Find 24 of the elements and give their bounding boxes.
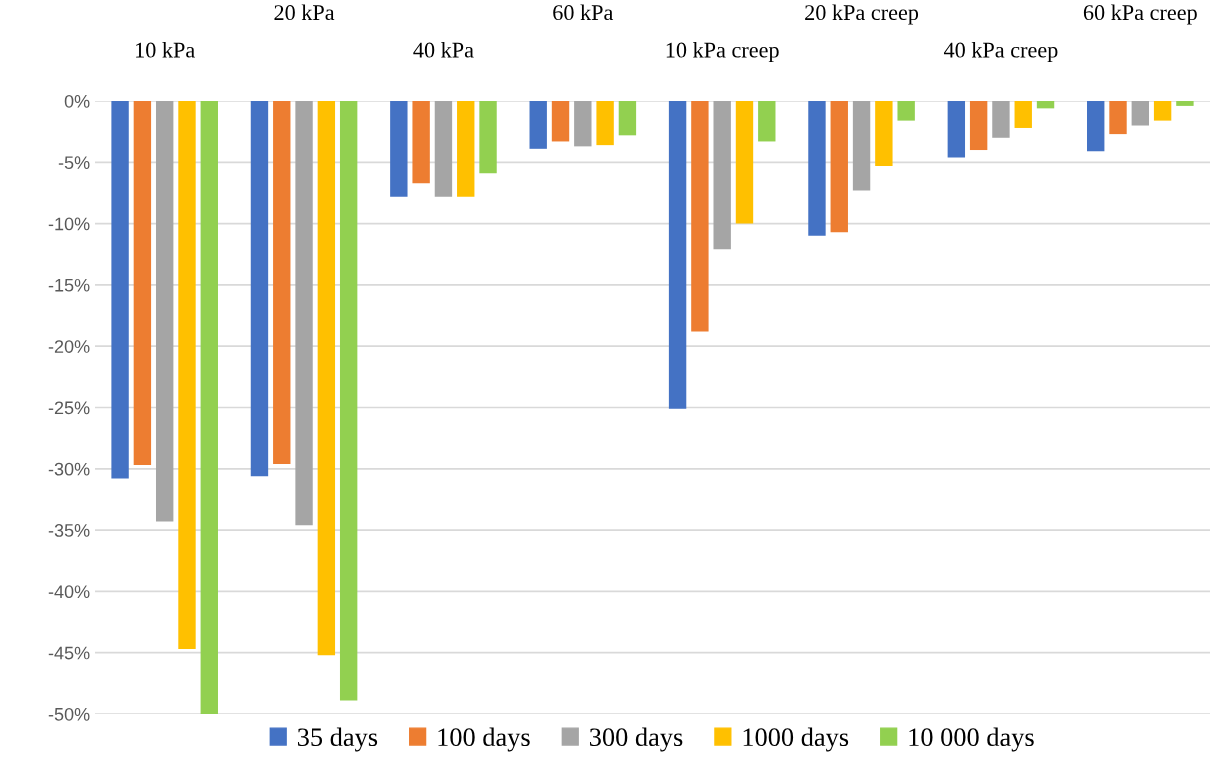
x-tick-label: 60 kPa creep (1083, 4, 1197, 25)
y-tick-label: -45% (48, 646, 90, 660)
y-tick-label: -20% (48, 340, 90, 353)
x-tick-label: 20 kPa (274, 4, 335, 21)
x-tick-label: 10 kPa creep (666, 41, 779, 63)
x-tick-label: 10 kPa (136, 41, 195, 58)
x-tick-label: 40 kPa creep (943, 41, 1058, 63)
legend-label: 35 days (297, 727, 378, 752)
y-tick-label: -25% (48, 401, 90, 415)
x-tick-label: 20 kPa creep (805, 4, 919, 25)
y-tick-label: -35% (48, 524, 90, 537)
legend-label: 300 days (589, 727, 683, 752)
y-tick-label: -50% (48, 707, 90, 721)
y-tick-label: -30% (48, 462, 90, 476)
y-tick-label: 0% (64, 94, 90, 108)
y-tick-label: -40% (48, 585, 90, 599)
y-tick-label: -15% (48, 278, 90, 292)
legend-label: 10 000 days (909, 727, 1034, 752)
y-tick-label: -10% (48, 217, 90, 231)
legend-label: 1000 days (743, 727, 849, 752)
x-tick-label: 60 kPa (553, 4, 614, 21)
x-tick-label: 40 kPa (413, 41, 474, 58)
legend-label: 100 days (438, 727, 530, 752)
y-tick-label: -5% (58, 156, 90, 170)
